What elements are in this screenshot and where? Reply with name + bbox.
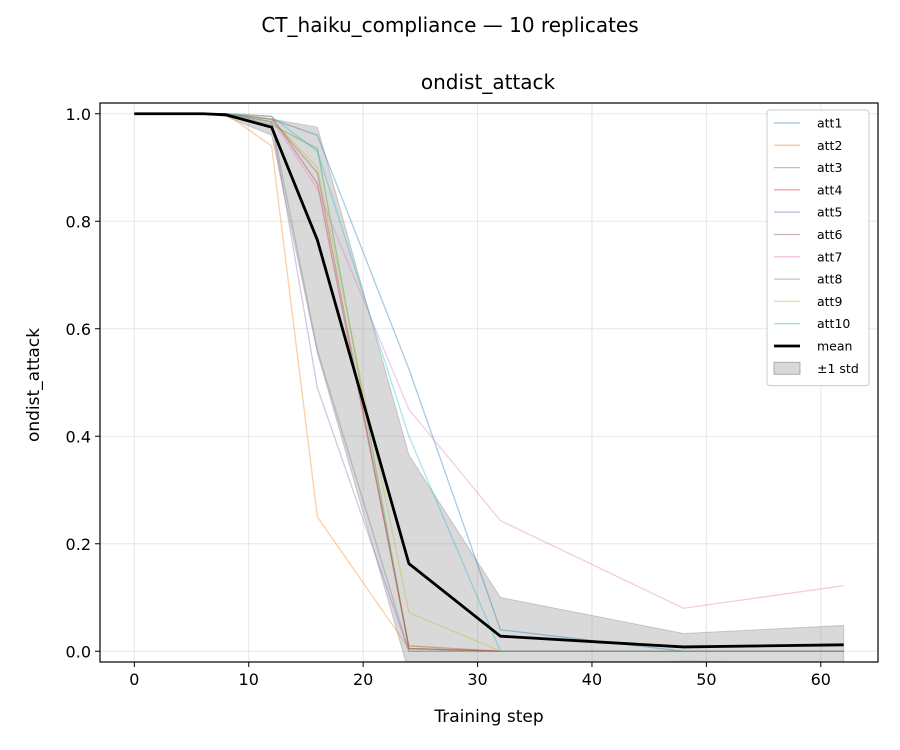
legend-label-att9: att9 (817, 294, 842, 309)
series-line-att5 (134, 113, 844, 652)
y-axis-ticks: 0.0 0.2 0.4 0.6 0.8 1.0 (66, 105, 100, 661)
y-tick-label: 0.8 (66, 212, 91, 231)
series-line-att3 (134, 113, 844, 652)
x-axis-label: Training step (433, 707, 543, 727)
x-tick-label: 0 (129, 670, 139, 689)
legend-label-att7: att7 (817, 249, 842, 264)
x-tick-label: 50 (696, 670, 716, 689)
legend-label-mean: mean (817, 339, 852, 354)
axes-frame (99, 102, 879, 663)
chart-title: ondist_attack (421, 70, 556, 94)
y-tick-label: 1.0 (66, 105, 91, 124)
std-band (134, 113, 845, 662)
series-line-att6 (134, 113, 844, 652)
legend-label-att1: att1 (817, 116, 842, 131)
y-tick-label: 0.4 (66, 427, 91, 446)
legend-label-att4: att4 (817, 182, 842, 197)
series-line-att2 (134, 113, 844, 652)
series-line-att4 (134, 113, 844, 652)
series-line-att7 (134, 113, 844, 609)
legend-label-att3: att3 (817, 160, 842, 175)
y-tick-label: 0.0 (66, 642, 91, 661)
x-tick-label: 20 (353, 670, 373, 689)
x-tick-label: 60 (811, 670, 831, 689)
series-line-mean (134, 112, 844, 649)
legend: att1 att2 att3 att4 att5 att6 att7 att8 att9 att1… (766, 109, 870, 387)
x-tick-label: 30 (467, 670, 487, 689)
legend-label-att6: att6 (817, 227, 842, 242)
y-tick-label: 0.2 (66, 535, 91, 554)
grid-lines (100, 103, 878, 662)
series-line-att1 (134, 113, 844, 652)
legend-label-std: ±1 std (817, 361, 859, 376)
legend-label-att5: att5 (817, 205, 842, 220)
x-tick-label: 40 (582, 670, 602, 689)
legend-label-att8: att8 (817, 272, 842, 287)
legend-label-att2: att2 (817, 138, 842, 153)
series-line-att8 (134, 113, 844, 652)
y-axis-label: ondist_attack (24, 328, 44, 442)
legend-swatch-std (773, 361, 801, 375)
series-line-att10 (134, 113, 844, 652)
x-axis-ticks: 0 10 20 30 40 50 60 (129, 662, 831, 689)
series-line-att9 (134, 113, 844, 652)
legend-label-att10: att10 (817, 316, 850, 331)
figure-suptitle: CT_haiku_compliance — 10 replicates (261, 13, 638, 37)
plot-area (134, 112, 845, 662)
legend-frame (766, 109, 870, 387)
x-tick-label: 10 (239, 670, 259, 689)
y-tick-label: 0.6 (66, 320, 91, 339)
